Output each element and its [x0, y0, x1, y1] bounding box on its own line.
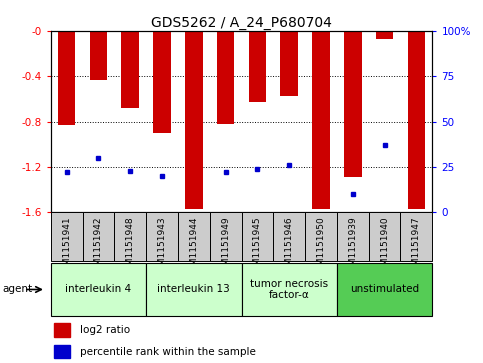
- Text: GSM1151945: GSM1151945: [253, 216, 262, 277]
- Bar: [242, 263, 337, 316]
- Bar: [376, 31, 393, 39]
- Bar: [242, 212, 273, 261]
- Text: percentile rank within the sample: percentile rank within the sample: [80, 347, 256, 357]
- Text: GSM1151946: GSM1151946: [284, 216, 294, 277]
- Bar: [51, 212, 83, 261]
- Bar: [114, 212, 146, 261]
- Text: GSM1151939: GSM1151939: [348, 216, 357, 277]
- Bar: [58, 31, 75, 125]
- Bar: [90, 31, 107, 79]
- Text: GSM1151947: GSM1151947: [412, 216, 421, 277]
- Text: GSM1151940: GSM1151940: [380, 216, 389, 277]
- Bar: [312, 31, 330, 209]
- Bar: [273, 212, 305, 261]
- Bar: [337, 212, 369, 261]
- Bar: [400, 212, 432, 261]
- Text: GSM1151950: GSM1151950: [316, 216, 326, 277]
- Bar: [217, 31, 234, 124]
- Bar: [153, 31, 171, 133]
- Bar: [54, 345, 70, 359]
- Bar: [408, 31, 425, 209]
- Bar: [249, 31, 266, 102]
- Text: unstimulated: unstimulated: [350, 285, 419, 294]
- Text: GSM1151949: GSM1151949: [221, 216, 230, 277]
- Title: GDS5262 / A_24_P680704: GDS5262 / A_24_P680704: [151, 16, 332, 30]
- Bar: [185, 31, 202, 209]
- Text: GSM1151944: GSM1151944: [189, 216, 199, 277]
- Bar: [51, 263, 146, 316]
- Text: GSM1151941: GSM1151941: [62, 216, 71, 277]
- Text: interleukin 4: interleukin 4: [65, 285, 131, 294]
- Bar: [369, 212, 400, 261]
- Bar: [178, 212, 210, 261]
- Text: tumor necrosis
factor-α: tumor necrosis factor-α: [250, 279, 328, 300]
- Bar: [146, 212, 178, 261]
- Text: GSM1151943: GSM1151943: [157, 216, 167, 277]
- Text: agent: agent: [2, 285, 32, 294]
- Bar: [344, 31, 362, 177]
- Bar: [210, 212, 242, 261]
- Text: log2 ratio: log2 ratio: [80, 325, 130, 335]
- Text: GSM1151948: GSM1151948: [126, 216, 135, 277]
- Bar: [337, 263, 432, 316]
- Bar: [281, 31, 298, 95]
- Bar: [121, 31, 139, 108]
- Text: interleukin 13: interleukin 13: [157, 285, 230, 294]
- Bar: [83, 212, 114, 261]
- Text: GSM1151942: GSM1151942: [94, 216, 103, 277]
- Bar: [305, 212, 337, 261]
- Bar: [54, 323, 70, 337]
- Bar: [146, 263, 242, 316]
